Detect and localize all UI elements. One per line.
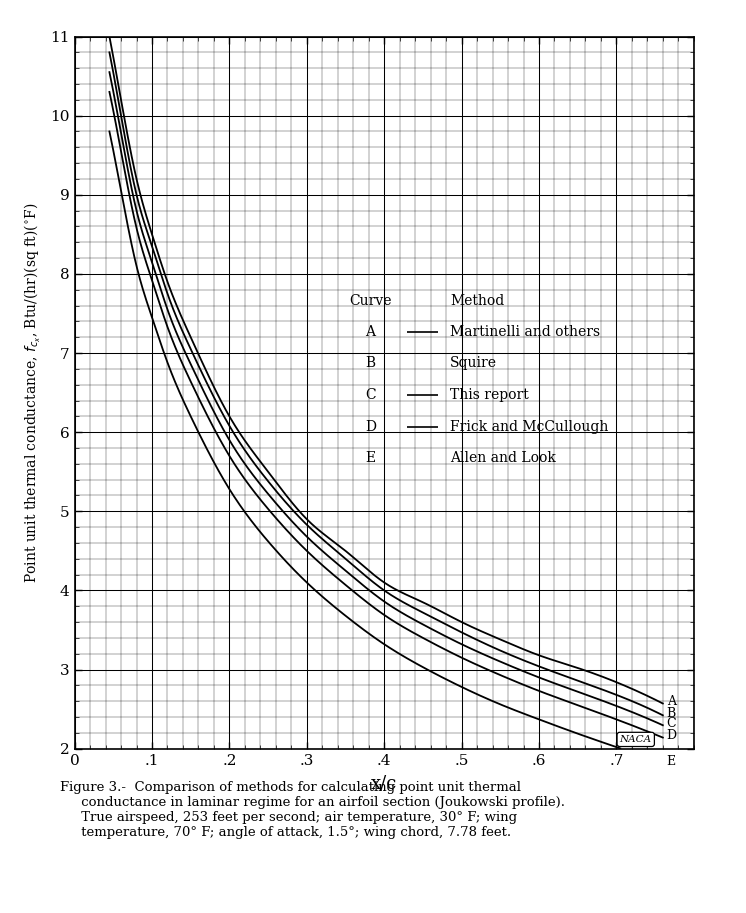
- Text: D: D: [667, 729, 677, 742]
- X-axis label: x/c: x/c: [371, 774, 398, 792]
- Text: C: C: [667, 717, 677, 730]
- Text: A: A: [365, 325, 374, 339]
- Text: A: A: [667, 695, 676, 708]
- Text: NACA: NACA: [620, 735, 652, 744]
- Text: E: E: [365, 451, 375, 466]
- Text: Martinelli and others: Martinelli and others: [450, 325, 600, 339]
- Text: D: D: [365, 420, 376, 434]
- Text: Squire: Squire: [450, 356, 497, 371]
- Text: Method: Method: [450, 294, 504, 308]
- Text: Figure 3.-  Comparison of methods for calculating point unit thermal
     conduc: Figure 3.- Comparison of methods for cal…: [60, 781, 565, 839]
- Text: Allen and Look: Allen and Look: [450, 451, 556, 466]
- Text: B: B: [667, 707, 676, 719]
- Text: Curve: Curve: [349, 294, 392, 308]
- Text: C: C: [365, 388, 375, 402]
- Text: E: E: [667, 755, 676, 769]
- Y-axis label: Point unit thermal conductance, $f_{c_x}$, Btu/(hr)(sq ft)($^{\circ}$F): Point unit thermal conductance, $f_{c_x}…: [23, 203, 43, 582]
- Text: This report: This report: [450, 388, 529, 402]
- Text: Frick and McCullough: Frick and McCullough: [450, 420, 608, 434]
- Text: B: B: [365, 356, 375, 371]
